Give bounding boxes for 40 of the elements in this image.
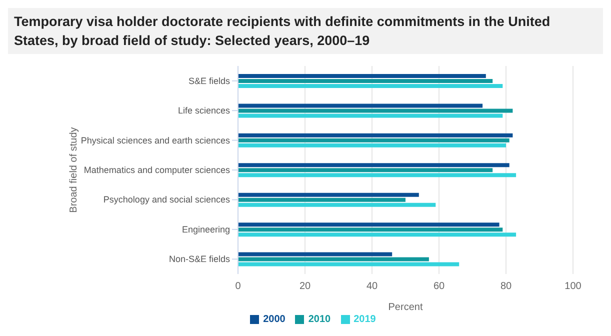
bar bbox=[238, 74, 486, 78]
bar bbox=[238, 222, 500, 227]
legend-label: 2000 bbox=[263, 314, 286, 325]
bar bbox=[238, 79, 493, 83]
y-tick-label: Non-S&E fields bbox=[168, 254, 230, 264]
bar bbox=[238, 202, 436, 207]
bar bbox=[238, 108, 513, 113]
bar bbox=[238, 252, 392, 256]
y-tick-label: Engineering bbox=[182, 224, 230, 234]
bar bbox=[238, 257, 429, 262]
x-axis-title: Percent bbox=[388, 302, 423, 313]
bar bbox=[238, 173, 516, 178]
y-tick-label: Life sciences bbox=[178, 106, 230, 116]
bar bbox=[238, 84, 503, 88]
x-tick-label: 60 bbox=[433, 281, 445, 292]
bar bbox=[238, 104, 483, 108]
y-tick-label: Psychology and social sciences bbox=[103, 194, 230, 205]
x-tick-label: 20 bbox=[299, 281, 311, 292]
x-tick-label: 100 bbox=[564, 281, 582, 292]
chart-title: Temporary visa holder doctorate recipients with definite commitments in the United States, by broad field of study: Selected years, 2000–19 bbox=[8, 8, 603, 54]
y-tick-label: Physical sciences and earth sciences bbox=[80, 135, 230, 146]
bar bbox=[238, 133, 513, 138]
bar bbox=[238, 138, 510, 142]
x-tick-label: 80 bbox=[500, 281, 512, 292]
bar bbox=[238, 168, 493, 172]
y-tick-label: S&E fields bbox=[188, 76, 230, 86]
legend-label: 2010 bbox=[308, 314, 331, 325]
x-tick-label: 40 bbox=[366, 281, 378, 292]
bar bbox=[238, 198, 406, 202]
bar bbox=[238, 192, 419, 197]
bar bbox=[238, 262, 460, 266]
y-axis-title: Broad field of study bbox=[68, 127, 80, 213]
x-tick-label: 0 bbox=[235, 281, 242, 292]
bar bbox=[238, 163, 510, 168]
legend-label: 2019 bbox=[354, 314, 376, 325]
bar bbox=[238, 114, 503, 118]
bar bbox=[238, 228, 503, 232]
bar bbox=[238, 143, 506, 148]
y-tick-label: Mathematics and computer sciences bbox=[84, 165, 230, 175]
bar bbox=[238, 232, 516, 237]
